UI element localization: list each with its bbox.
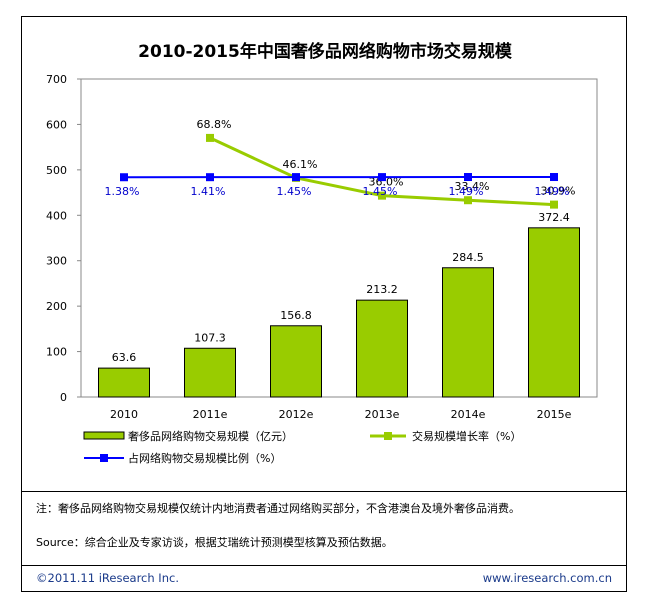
y-axis: 0 100 200 300 400 500 600 700 xyxy=(46,73,81,404)
share-label: 1.45% xyxy=(277,185,312,198)
note-text: 注：奢侈品网络购物交易规模仅统计内地消费者通过网络购买部分，不含港澳台及境外奢侈… xyxy=(36,502,520,515)
share-label: 1.41% xyxy=(191,185,226,198)
share-marker xyxy=(206,173,214,182)
legend: 奢侈品网络购物交易规模（亿元） 交易规模增长率（%） 占网络购物交易规模比例（%） xyxy=(83,429,521,465)
bar xyxy=(528,227,580,398)
x-tick-label: 2011e xyxy=(193,408,228,421)
growth-rate-label: 68.8% xyxy=(197,118,232,131)
x-tick-label: 2012e xyxy=(279,408,314,421)
share-label: 1.49% xyxy=(449,185,484,198)
share-marker xyxy=(550,173,558,182)
y-tick-label: 100 xyxy=(46,346,67,359)
bar xyxy=(356,299,408,398)
divider xyxy=(22,565,626,566)
y-tick-label: 400 xyxy=(46,209,67,222)
x-tick-label: 2015e xyxy=(537,408,572,421)
growth-rate-marker xyxy=(464,196,472,205)
growth-rate-marker xyxy=(378,191,386,200)
legend-label: 占网络购物交易规模比例（%） xyxy=(128,451,281,465)
bar xyxy=(442,267,494,398)
copyright-text: ©2011.11 iResearch Inc. xyxy=(36,571,179,585)
website-link[interactable]: www.iresearch.com.cn xyxy=(482,571,612,585)
share-label: 1.49% xyxy=(535,185,570,198)
x-tick-label: 2010 xyxy=(110,408,138,421)
bar-value-label: 156.8 xyxy=(280,309,312,322)
line-series: 68.8% 46.1% 36.0% 33.4% 30.9% 1.38% 1.41% 1.45%… xyxy=(105,118,576,209)
legend-marker-share xyxy=(100,454,108,462)
y-tick-label: 700 xyxy=(46,73,67,86)
divider xyxy=(22,491,626,492)
bar-series: 63.6 107.3 156.8 213.2 284.5 372.4 xyxy=(98,211,580,398)
chart-frame: 2010-2015年中国奢侈品网络购物市场交易规模 0 100 200 300 400 5… xyxy=(21,16,627,592)
bar xyxy=(98,367,150,398)
legend-marker-growth xyxy=(384,432,392,440)
bar xyxy=(270,325,322,398)
growth-rate-label: 33.4% xyxy=(455,180,490,193)
x-tick-label: 2013e xyxy=(365,408,400,421)
bar xyxy=(184,347,236,398)
chart-title: 2010-2015年中国奢侈品网络购物市场交易规模 xyxy=(138,42,512,62)
growth-rate-label: 46.1% xyxy=(283,158,318,171)
share-marker xyxy=(292,173,300,182)
legend-label: 交易规模增长率（%） xyxy=(412,429,521,443)
share-label: 1.38% xyxy=(105,185,140,198)
bar-value-label: 63.6 xyxy=(112,351,137,364)
growth-rate-label: 36.0% xyxy=(369,176,404,189)
x-axis: 2010 2011e 2012e 2013e 2014e 2015e xyxy=(110,408,572,421)
y-tick-label: 200 xyxy=(46,300,67,313)
source-text: Source：综合企业及专家访谈，根据艾瑞统计预测模型核算及预估数据。 xyxy=(36,536,393,549)
share-marker xyxy=(378,173,386,182)
bar-value-label: 372.4 xyxy=(538,211,570,224)
bar-value-label: 107.3 xyxy=(194,331,226,344)
legend-label: 奢侈品网络购物交易规模（亿元） xyxy=(128,429,293,443)
bar-value-label: 213.2 xyxy=(366,283,398,296)
growth-rate-marker xyxy=(550,200,558,209)
share-marker xyxy=(464,173,472,182)
share-label: 1.45% xyxy=(363,185,398,198)
growth-rate-marker xyxy=(206,133,214,142)
x-tick-label: 2014e xyxy=(451,408,486,421)
plot-area xyxy=(80,78,598,398)
legend-swatch-bar xyxy=(83,431,125,440)
share-marker xyxy=(120,173,128,182)
y-tick-label: 600 xyxy=(46,118,67,131)
bar-value-label: 284.5 xyxy=(452,251,484,264)
growth-rate-label: 30.9% xyxy=(541,185,576,198)
y-tick-label: 300 xyxy=(46,255,67,268)
y-tick-label: 500 xyxy=(46,164,67,177)
y-tick-label: 0 xyxy=(60,391,67,404)
